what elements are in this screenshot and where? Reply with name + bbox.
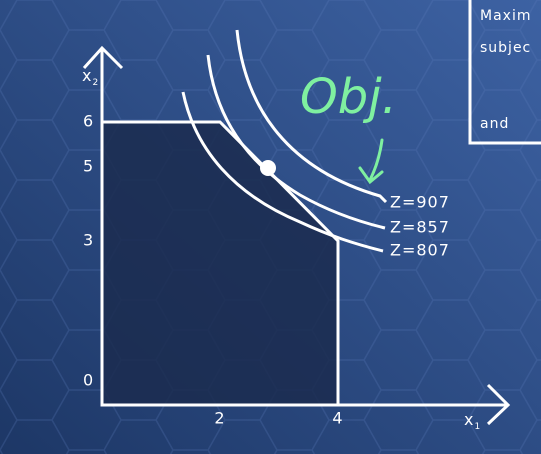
panel-line: and xyxy=(480,116,509,132)
annotation-arrow xyxy=(358,138,384,185)
x-tick-label: 2 xyxy=(214,409,225,428)
optimal-point xyxy=(260,160,276,176)
iso-curve xyxy=(235,29,388,204)
curve-label: Z=857 xyxy=(390,218,450,237)
panel-line: subjec xyxy=(480,40,531,56)
x-label-sub: 1 xyxy=(474,422,481,432)
panel-line: Maxim xyxy=(480,8,531,24)
x-label-main: x xyxy=(464,410,474,429)
y-tick-label: 3 xyxy=(83,231,94,250)
y-tick-label: 0 xyxy=(83,371,94,390)
y-label-main: x xyxy=(82,66,92,85)
x-tick-label: 4 xyxy=(332,409,343,428)
y-arrow xyxy=(82,45,124,70)
y-tick-label: 5 xyxy=(83,157,94,176)
annotation: Obj. xyxy=(300,69,397,125)
y-axis-label: x2 xyxy=(82,66,99,88)
y-label-sub: 2 xyxy=(92,78,99,88)
y-tick-label: 6 xyxy=(83,112,94,131)
x-axis-label: x1 xyxy=(464,410,481,432)
iso-curve xyxy=(206,54,386,230)
text-panel xyxy=(468,0,541,145)
curve-label: Z=907 xyxy=(390,193,450,212)
curve-label: Z=807 xyxy=(390,241,450,260)
iso-curve xyxy=(181,91,384,253)
x-arrow xyxy=(486,383,511,426)
